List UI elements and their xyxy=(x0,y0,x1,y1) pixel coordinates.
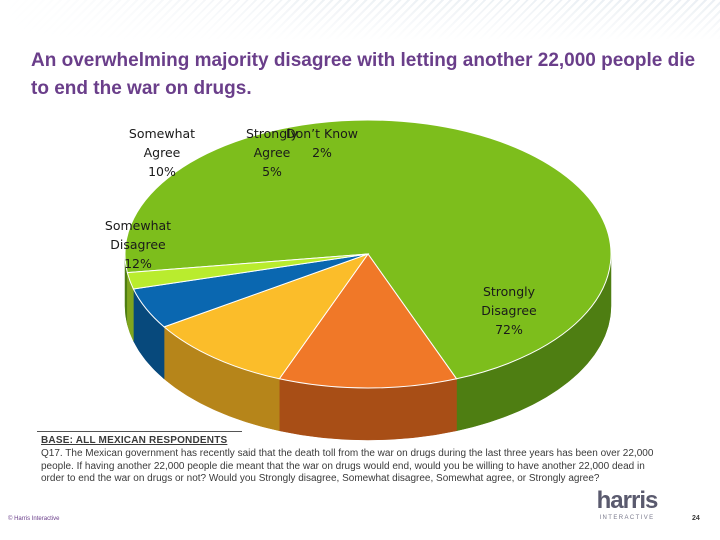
pie-slice-somewhat-agree xyxy=(163,252,370,380)
slice-label-line: Disagree xyxy=(481,303,537,318)
slice-label-line: Strongly xyxy=(483,284,536,299)
base-divider xyxy=(37,431,242,432)
harris-logo: harris INTERACTIVE xyxy=(596,488,662,524)
slice-label-line: Agree xyxy=(254,145,291,160)
header-decoration xyxy=(0,0,720,40)
pie-slice-don-t-know xyxy=(126,253,369,290)
page-number: 24 xyxy=(692,515,700,522)
slice-label-line: 10% xyxy=(148,164,176,179)
slice-label-1: Somewhat Disagree 12% xyxy=(105,218,171,271)
slide-title: An overwhelming majority disagree with l… xyxy=(31,50,696,99)
slice-label-0: Strongly Disagree 72% xyxy=(481,284,537,337)
slice-label-line: Strongly xyxy=(246,126,299,141)
pie-slice-strongly-disagree xyxy=(124,119,612,380)
slice-label-line: 72% xyxy=(495,322,523,337)
base-title: BASE: ALL MEXICAN RESPONDENTS xyxy=(41,435,228,446)
slice-label-line: Somewhat xyxy=(105,218,171,233)
slice-label-line: Agree xyxy=(144,145,181,160)
copyright-text: © Harris Interactive xyxy=(8,516,60,522)
slice-label-2: Somewhat Agree 10% xyxy=(129,126,195,179)
slice-label-line: Disagree xyxy=(110,237,166,252)
slice-label-line: Somewhat xyxy=(129,126,195,141)
slice-label-4: Don’t Know 2% xyxy=(286,126,358,160)
logo-subtitle: INTERACTIVE xyxy=(599,515,655,521)
slice-label-line: 2% xyxy=(312,145,332,160)
logo-wordmark: harris xyxy=(596,487,659,514)
slice-label-line: Don’t Know xyxy=(286,126,358,141)
slice-label-line: 12% xyxy=(124,256,152,271)
pie-slice-somewhat-disagree xyxy=(278,253,458,389)
slice-label-3: Strongly Agree 5% xyxy=(246,126,299,179)
question-text: Q17. The Mexican government has recently… xyxy=(41,448,654,485)
slice-label-line: 5% xyxy=(262,164,282,179)
